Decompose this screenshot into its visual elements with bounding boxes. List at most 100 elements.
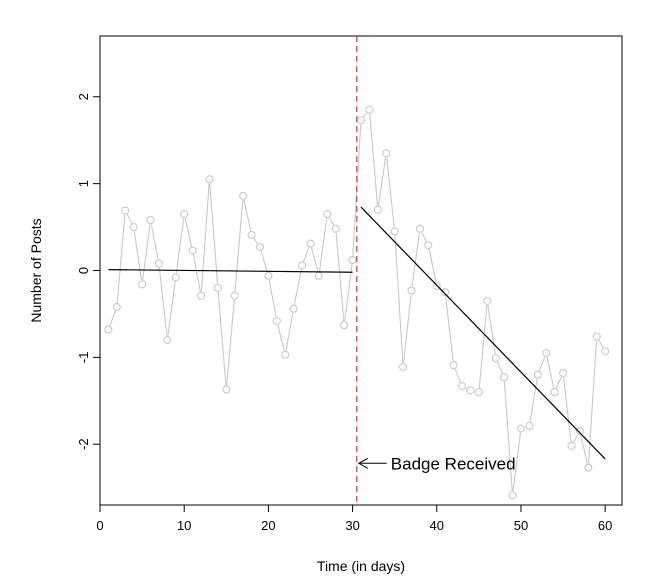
x-tick-label: 60 [598,518,612,533]
connector-segment [277,324,285,351]
data-point [340,321,349,330]
connector-segment [512,432,521,492]
connector-segment [328,217,335,226]
connector-segment [487,305,496,355]
data-point [138,280,147,289]
connector-segment [598,339,604,348]
connector-segment [226,299,235,386]
connector-segment [580,435,588,464]
connector-segment [133,231,143,281]
data-point [222,385,231,394]
data-point [390,227,399,236]
connector-segment [184,218,193,247]
trend-line [108,269,353,273]
data-point [516,424,526,433]
connector-segment [386,157,395,228]
badge-annotation: Badge Received [357,454,516,473]
data-point [188,246,197,255]
badge-label: Badge Received [391,454,516,473]
connector-segment [394,235,404,363]
y-tick-label: -2 [76,438,91,450]
connector-segment [369,114,379,206]
data-point [154,259,163,268]
trend-lines [108,206,606,460]
data-point [146,216,155,225]
connector-segment [142,224,151,281]
connector-segment [167,281,176,336]
connector-segment [150,224,159,260]
data-point [239,191,248,200]
trend-line [360,206,606,460]
data-points [104,105,610,500]
data-point [525,421,534,431]
data-point [180,209,189,219]
connector-segment [529,378,538,422]
data-point [474,388,483,397]
connector-segment [573,434,579,443]
data-point [592,332,601,341]
data-point [264,271,273,280]
connector-segment [253,238,258,244]
data-point [314,271,323,280]
data-point [365,105,374,114]
data-point [449,361,458,370]
data-point [196,291,206,300]
y-tick-label: 2 [76,93,91,100]
connector-segment [293,269,302,305]
y-axis: -2 -1 0 1 2 [76,93,100,450]
connector-segment [200,183,210,292]
connector-segment [344,264,353,322]
data-point [112,302,121,312]
data-point [306,239,315,248]
connector-segment [217,292,227,386]
connector-segment [260,251,268,272]
data-point [255,243,265,252]
data-point [163,335,172,345]
x-tick-label: 40 [430,518,444,533]
connector-segment [478,305,488,388]
x-tick-label: 20 [261,518,275,533]
connector-segment [109,310,116,326]
connector-segment [503,381,513,492]
y-tick-label: 1 [76,180,91,187]
data-point [129,223,138,232]
connector-segment [411,232,420,287]
series-connectors [109,112,604,492]
data-point [205,175,214,184]
connector-segment [588,340,598,464]
connector-segment [234,200,244,292]
connector-segment [268,279,277,317]
data-point [356,116,366,125]
data-point [331,224,340,233]
x-axis: 0 10 20 30 40 50 60 [96,505,612,533]
connector-segment [175,218,185,274]
connector-segment [496,361,503,374]
data-point [550,388,559,397]
connector-segment [538,356,546,371]
data-point [272,316,281,325]
data-point [382,149,391,158]
connector-segment [563,377,572,442]
arrow-head-icon [357,457,369,469]
x-tick-label: 30 [345,518,359,533]
data-point [289,304,298,313]
connector-segment [546,357,555,389]
connector-segment [116,214,126,303]
connector-segment [192,254,201,292]
data-point [373,205,382,214]
connector-segment [126,214,133,224]
connector-segment [318,218,328,272]
connector-segment [428,249,437,283]
connector-segment [454,368,461,383]
data-point [415,224,424,233]
connector-segment [209,183,219,284]
data-point [281,350,290,359]
connector-segment [335,233,345,321]
connector-segment [285,312,294,351]
data-point [213,283,222,292]
data-point [348,256,357,265]
data-point [601,347,610,356]
connector-segment [555,376,562,389]
data-point [508,491,517,500]
data-point [230,291,239,300]
